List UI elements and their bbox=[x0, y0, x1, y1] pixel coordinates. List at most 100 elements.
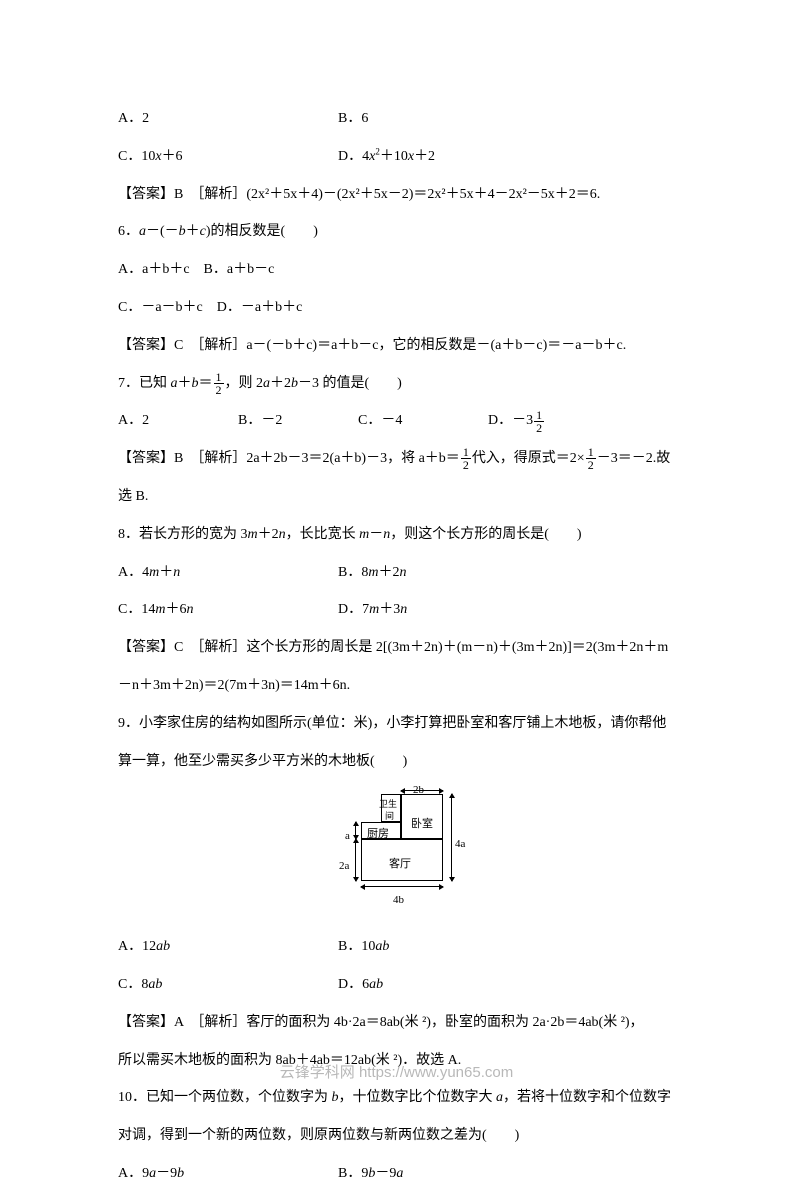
text: ＋2 bbox=[414, 149, 435, 164]
ans7-l2: 选 B. bbox=[118, 478, 678, 516]
var: a bbox=[149, 1166, 156, 1181]
ans7-l1: 【答案】B ［解析］2a＋2b－3＝2(a＋b)－3，将 a＋b＝12代入，得原… bbox=[118, 440, 678, 478]
var: b bbox=[179, 224, 186, 239]
text: －3＝－2.故 bbox=[597, 451, 671, 466]
text: D．－3 bbox=[488, 413, 533, 428]
text: ＋ bbox=[186, 224, 200, 239]
q7-opt-d: D．－312 bbox=[488, 402, 678, 440]
q5-row2: C．10x＋6 D．4x2＋10x＋2 bbox=[118, 138, 678, 176]
q7-stem: 7．已知 a＋b＝12，则 2a＋2b－3 的值是( ) bbox=[118, 365, 678, 403]
text: ＋6 bbox=[165, 602, 186, 617]
text: ＋10 bbox=[380, 149, 408, 164]
q10-opt-a: A．9a－9b bbox=[118, 1155, 338, 1193]
q9-opt-a: A．12ab bbox=[118, 928, 338, 966]
var: m bbox=[368, 565, 378, 580]
text: ＋2 bbox=[378, 565, 399, 580]
label-bedroom: 卧室 bbox=[411, 810, 433, 840]
var: b bbox=[192, 376, 199, 391]
var: b bbox=[332, 1090, 339, 1105]
var: n bbox=[279, 527, 286, 542]
text: ＋3 bbox=[379, 602, 400, 617]
dim-right-4a bbox=[451, 794, 452, 881]
q8-row2: C．14m＋6n D．7m＋3n bbox=[118, 591, 678, 629]
var: a bbox=[263, 376, 270, 391]
text: 7．已知 bbox=[118, 376, 171, 391]
var: b bbox=[291, 376, 298, 391]
var: n bbox=[173, 565, 180, 580]
label-2a: 2a bbox=[339, 852, 349, 882]
q6-opts-cd: C．－a－b＋c D．－a＋b＋c bbox=[118, 289, 678, 327]
text: ＋ bbox=[159, 565, 173, 580]
text: 6． bbox=[118, 224, 139, 239]
q7-opt-c: C．－4 bbox=[358, 402, 488, 440]
text: ＋2 bbox=[258, 527, 279, 542]
fraction: 12 bbox=[534, 409, 544, 434]
q5-opt-a: A．2 bbox=[118, 100, 338, 138]
text: A．9 bbox=[118, 1166, 149, 1181]
var: m bbox=[149, 565, 159, 580]
text: －9 bbox=[156, 1166, 177, 1181]
text: －3 的值是( ) bbox=[298, 376, 402, 391]
q9-row1: A．12ab B．10ab bbox=[118, 928, 678, 966]
text: －(－ bbox=[146, 224, 179, 239]
label-4b: 4b bbox=[393, 886, 404, 916]
text: ＋ bbox=[178, 376, 192, 391]
text: )的相反数是( ) bbox=[206, 224, 318, 239]
q8-opt-c: C．14m＋6n bbox=[118, 591, 338, 629]
text: 10．已知一个两位数，个位数字为 bbox=[118, 1090, 332, 1105]
text: B．9 bbox=[338, 1166, 368, 1181]
q10-l2: 对调，得到一个新的两位数，则原两位数与新两位数之差为( ) bbox=[118, 1117, 678, 1155]
q8-opt-b: B．8m＋2n bbox=[338, 554, 678, 592]
floorplan-diagram-wrap: 2b 卫生 间 卧室 厨房 客厅 a 2a 4a 4b bbox=[118, 786, 678, 922]
ans8-l1: 【答案】C ［解析］这个长方形的周长是 2[(3m＋2n)＋(m－n)＋(3m＋… bbox=[118, 629, 678, 667]
text: A．12 bbox=[118, 939, 156, 954]
num: 1 bbox=[214, 371, 224, 384]
q9-row2: C．8ab D．6ab bbox=[118, 966, 678, 1004]
q5-opt-b: B．6 bbox=[338, 100, 678, 138]
var: a bbox=[396, 1166, 403, 1181]
den: 2 bbox=[534, 422, 544, 434]
text: ＝ bbox=[199, 376, 213, 391]
page-footer: 云锋学科网 https://www.yun65.com bbox=[0, 1061, 793, 1082]
q8-opt-d: D．7m＋3n bbox=[338, 591, 678, 629]
var: m bbox=[248, 527, 258, 542]
var: ab bbox=[148, 977, 162, 992]
ans6: 【答案】C ［解析］a－(－b＋c)＝a＋b－c，它的相反数是－(a＋b－c)＝… bbox=[118, 327, 678, 365]
q10-row1: A．9a－9b B．9b－9a bbox=[118, 1155, 678, 1193]
dim-left-a bbox=[355, 822, 356, 839]
ans9-l1: 【答案】A ［解析］客厅的面积为 4b·2a＝8ab(米 ²)，卧室的面积为 2… bbox=[118, 1004, 678, 1042]
text: C．8 bbox=[118, 977, 148, 992]
q9-l1: 9．小李家住房的结构如图所示(单位：米)，小李打算把卧室和客厅铺上木地板，请你帮… bbox=[118, 705, 678, 743]
var: m bbox=[359, 527, 369, 542]
text: 代入，得原式＝2× bbox=[472, 451, 585, 466]
text: ＋6 bbox=[162, 149, 183, 164]
text: ＋2 bbox=[270, 376, 291, 391]
q10-opt-b: B．9b－9a bbox=[338, 1155, 678, 1193]
label-a: a bbox=[345, 822, 350, 852]
q5-row1: A．2 B．6 bbox=[118, 100, 678, 138]
ans8-l2: －n＋3m＋2n)＝2(7m＋3n)＝14m＋6n. bbox=[118, 667, 678, 705]
text: D．4 bbox=[338, 149, 369, 164]
q9-opt-b: B．10ab bbox=[338, 928, 678, 966]
var: m bbox=[369, 602, 379, 617]
q8-row1: A．4m＋n B．8m＋2n bbox=[118, 554, 678, 592]
fraction: 12 bbox=[214, 371, 224, 396]
den: 2 bbox=[461, 459, 471, 471]
text: ，则这个长方形的周长是( ) bbox=[390, 527, 581, 542]
q10-l1: 10．已知一个两位数，个位数字为 b，十位数字比个位数字大 a，若将十位数字和个… bbox=[118, 1079, 678, 1117]
den: 2 bbox=[586, 459, 596, 471]
label-living: 客厅 bbox=[389, 850, 411, 880]
var: ab bbox=[156, 939, 170, 954]
q9-opt-d: D．6ab bbox=[338, 966, 678, 1004]
var: a bbox=[496, 1090, 503, 1105]
text: ，长比宽长 bbox=[286, 527, 360, 542]
page-content: A．2 B．6 C．10x＋6 D．4x2＋10x＋2 【答案】B ［解析］(2… bbox=[118, 100, 678, 1193]
text: 【答案】B ［解析］2a＋2b－3＝2(a＋b)－3，将 a＋b＝ bbox=[118, 451, 460, 466]
ans5: 【答案】B ［解析］(2x²＋5x＋4)－(2x²＋5x－2)＝2x²＋5x＋4… bbox=[118, 176, 678, 214]
q7-opt-a: A．2 bbox=[118, 402, 238, 440]
q8-stem: 8．若长方形的宽为 3m＋2n，长比宽长 m－n，则这个长方形的周长是( ) bbox=[118, 516, 678, 554]
floorplan-diagram: 2b 卫生 间 卧室 厨房 客厅 a 2a 4a 4b bbox=[323, 786, 473, 906]
text: B．10 bbox=[338, 939, 375, 954]
var: a bbox=[171, 376, 178, 391]
q9-l2: 算一算，他至少需买多少平方米的木地板( ) bbox=[118, 743, 678, 781]
